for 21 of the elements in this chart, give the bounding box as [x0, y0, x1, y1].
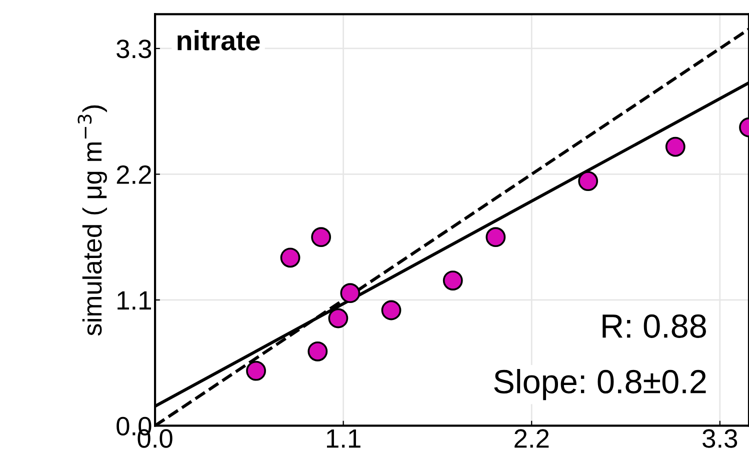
- y-tick-label: 1.1: [118, 291, 151, 310]
- x-tick-label: 2.2: [514, 429, 549, 448]
- point: [665, 136, 686, 157]
- y-tick-label: 2.2: [116, 165, 151, 184]
- annotation: Slope: 0.8±0.2: [494, 369, 706, 400]
- point: [246, 360, 266, 381]
- point: [328, 308, 348, 328]
- point: [340, 283, 360, 304]
- annotation: R: 0.88: [602, 314, 706, 338]
- x-tick-label: 3.3: [702, 429, 738, 448]
- point: [486, 227, 506, 248]
- point: [578, 171, 598, 192]
- point: [280, 248, 300, 268]
- point: [308, 341, 328, 362]
- annotation: nitrate: [178, 30, 260, 50]
- point: [381, 300, 402, 320]
- point: [311, 227, 332, 248]
- point: [442, 270, 463, 290]
- y-axis-title: simulated ( μg m$^{−3}$): [78, 105, 107, 336]
- y-tick-label: 3.3: [116, 40, 152, 58]
- x-tick-label: 1.1: [327, 429, 360, 448]
